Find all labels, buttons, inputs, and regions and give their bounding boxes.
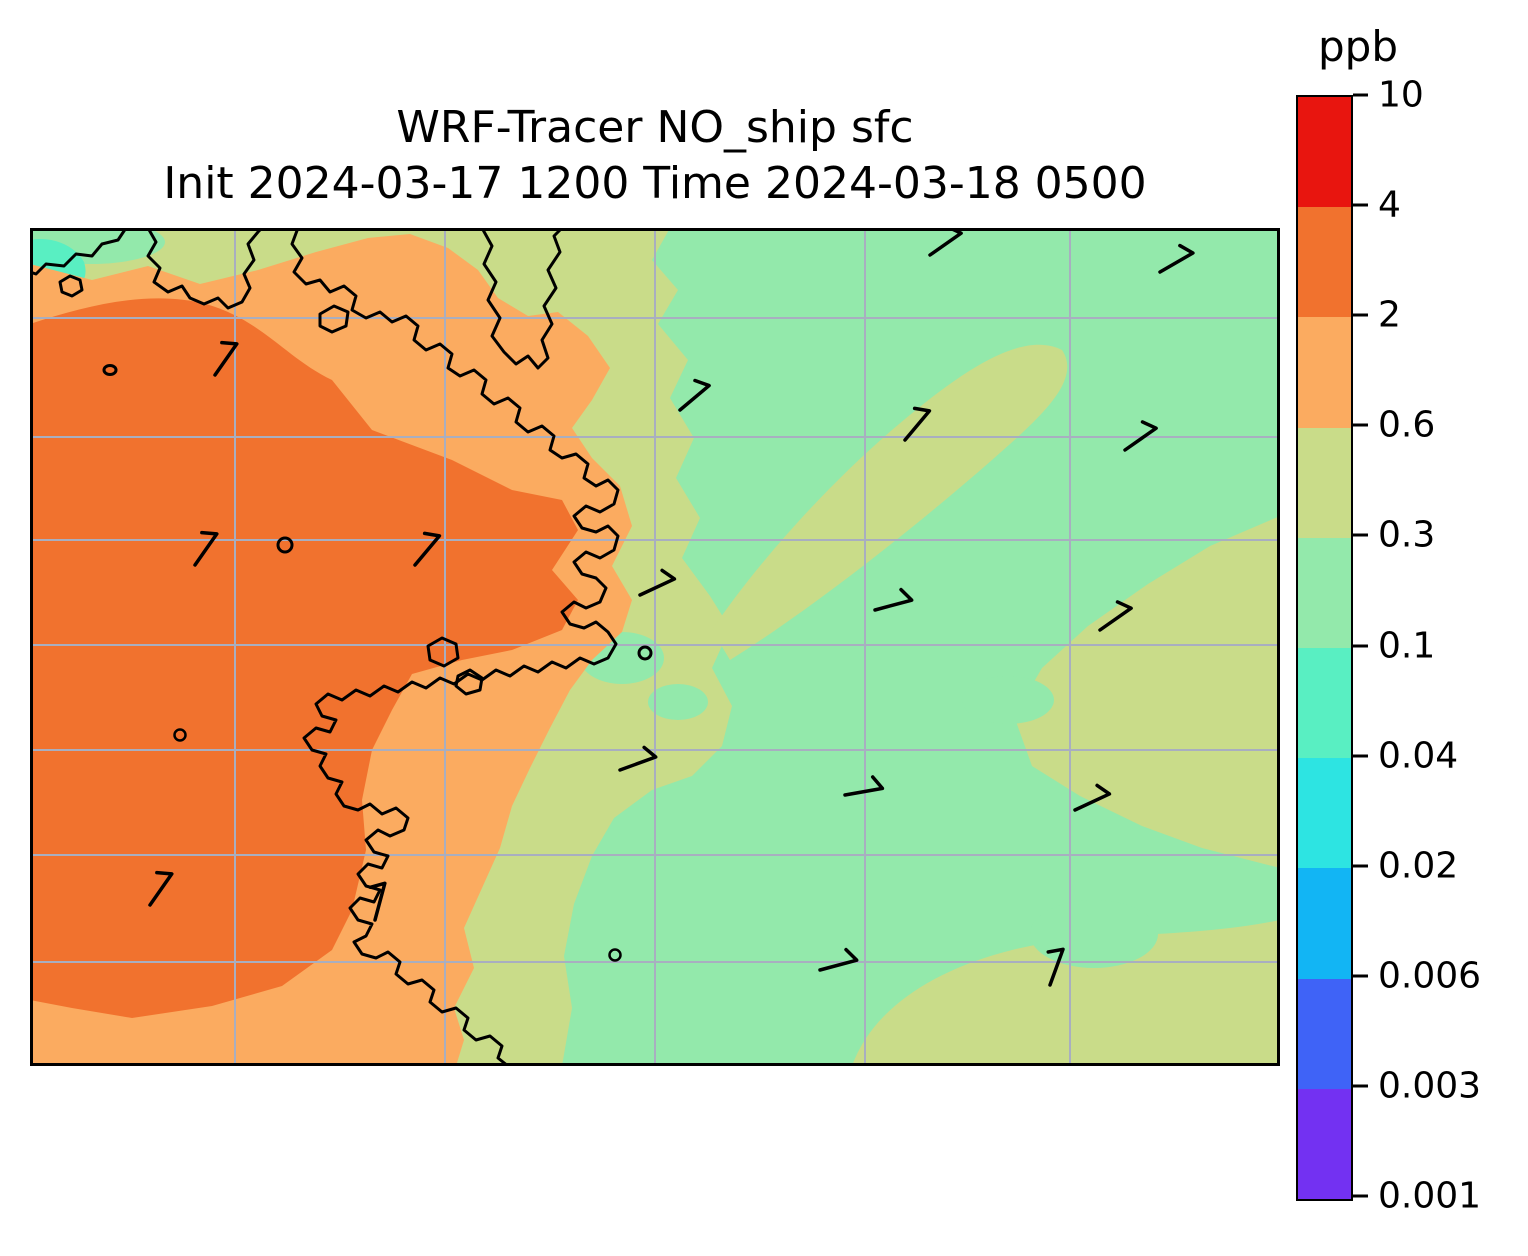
colorbar-tick-label: 0.003: [1378, 1065, 1482, 1107]
wind-barb: [818, 947, 859, 972]
colorbar-tick-mark: [1353, 754, 1368, 758]
wind-barb: [638, 568, 677, 597]
calm-wind-marker: [173, 728, 187, 742]
coastline-inlet: [480, 228, 564, 370]
coastline: [30, 228, 653, 1066]
colorbar-tick: 0.3: [1353, 515, 1435, 556]
map-border: [30, 228, 1280, 1066]
colorbar-segment: [1298, 758, 1351, 869]
colorbar-tick: 0.04: [1353, 735, 1458, 776]
colorbar: [1296, 95, 1353, 1201]
colorbar-tick-mark: [1353, 533, 1368, 537]
colorbar-tick-label: 0.02: [1378, 845, 1459, 887]
colorbar-tick-mark: [1353, 313, 1368, 317]
colorbar-tick-label: 2: [1378, 294, 1401, 336]
colorbar-tick: 10: [1353, 75, 1424, 116]
wind-barbs-layer: [148, 228, 1195, 987]
colorbar-tick-label: 0.001: [1378, 1175, 1482, 1217]
wind-barb: [903, 406, 932, 442]
colorbar-tick-label: 4: [1378, 184, 1401, 226]
wind-barb: [213, 340, 239, 377]
fill-mint-patch: [1030, 900, 1158, 968]
coastline-corner: [30, 228, 128, 276]
wind-barb: [873, 587, 914, 612]
colorbar-tick-mark: [1353, 864, 1368, 868]
wind-barb: [368, 881, 387, 922]
island: [102, 364, 118, 376]
plot-subtitle: Init 2024-03-17 1200 Time 2024-03-18 050…: [163, 158, 1147, 209]
coastline-main: [290, 228, 620, 1066]
fill-khaki-bottom-right: [852, 920, 1280, 1066]
colorbar-tick-mark: [1353, 423, 1368, 427]
colorbar-tick-mark: [1353, 644, 1368, 647]
colorbar-tick-label: 0.04: [1378, 735, 1459, 777]
colorbar-segment: [1298, 537, 1351, 649]
colorbar-segment: [1298, 427, 1351, 538]
colorbar-tick-mark: [1353, 1194, 1368, 1198]
wind-barb: [618, 745, 658, 772]
island: [454, 668, 484, 696]
island: [426, 636, 460, 668]
gridlines: [30, 228, 1280, 1066]
island: [637, 645, 653, 661]
colorbar-ticks: 10 4 2 0.6 0.3 0.1 0.04 0.02 0.006 0.003 0.001: [1353, 75, 1528, 1217]
island: [318, 304, 350, 334]
colorbar-tick-label: 0.3: [1378, 514, 1436, 556]
fill-khaki-right-band: [1014, 516, 1280, 868]
colorbar-segment: [1298, 97, 1351, 208]
wind-barb: [193, 530, 219, 567]
colorbar-tick-mark: [1353, 1084, 1368, 1088]
wind-barb: [843, 775, 885, 797]
colorbar-tick-mark: [1353, 93, 1368, 97]
colorbar-tick: 0.006: [1353, 955, 1481, 996]
colorbar-segment: [1298, 207, 1351, 318]
colorbar-segment: [1298, 978, 1351, 1089]
wind-barb: [1098, 600, 1133, 632]
map-svg: [30, 228, 1280, 1066]
wind-barb: [413, 531, 442, 567]
fill-mint-patch: [962, 676, 1054, 724]
wind-barb: [148, 870, 174, 907]
calm-wind-marker: [608, 948, 622, 962]
island: [276, 536, 294, 554]
colorbar-tick: 0.003: [1353, 1065, 1481, 1106]
colorbar-tick: 0.02: [1353, 845, 1458, 886]
colorbar-tick-label: 10: [1378, 74, 1424, 116]
colorbar-segment: [1298, 868, 1351, 979]
wind-barb: [1123, 420, 1158, 452]
colorbar-tick-label: 0.006: [1378, 955, 1482, 997]
plot-title: WRF-Tracer NO_ship sfc: [396, 102, 914, 153]
colorbar-tick: 0.6: [1353, 405, 1435, 446]
colorbar-tick-label: 0.6: [1378, 404, 1436, 446]
colorbar-tick-mark: [1353, 974, 1368, 978]
fill-dark-orange: [30, 298, 578, 1018]
map-figure: [30, 228, 1280, 1066]
colorbar-tick: 2: [1353, 295, 1401, 336]
island: [58, 274, 84, 298]
colorbar-tick: 0.1: [1353, 625, 1435, 666]
colorbar-tick-label: 0.1: [1378, 625, 1436, 666]
colorbar-tick: 4: [1353, 185, 1401, 226]
wind-barb: [1046, 947, 1065, 987]
wind-barb: [1073, 783, 1112, 812]
wind-barb: [1158, 243, 1195, 274]
fill-mint-patch: [648, 684, 708, 720]
colorbar-segment: [1298, 317, 1351, 428]
colorbar-segment: [1298, 1088, 1351, 1200]
fill-khaki-diagonal: [712, 344, 1068, 660]
colorbar-segment: [1298, 648, 1351, 759]
colorbar-unit-label: ppb: [1318, 22, 1398, 71]
colorbar-tick: 0.001: [1353, 1176, 1481, 1217]
colorbar-tick-mark: [1353, 203, 1368, 207]
coastline-north-bay: [146, 228, 264, 310]
wind-barb: [678, 378, 711, 412]
